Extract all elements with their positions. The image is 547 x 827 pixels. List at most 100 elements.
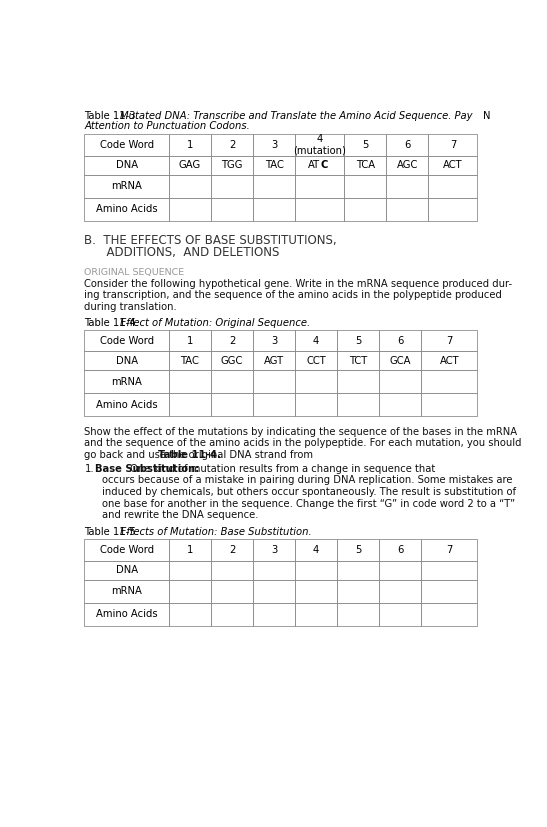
Bar (169, 134, 211, 156)
Text: go back and use the original DNA strand from: go back and use the original DNA strand … (84, 450, 317, 460)
Bar (84, 134, 169, 156)
Bar (211, 156, 253, 175)
Text: 5: 5 (355, 545, 362, 555)
Text: 2: 2 (229, 336, 235, 346)
Text: Code Word: Code Word (100, 336, 154, 346)
Bar (337, 394, 379, 416)
Bar (84, 156, 169, 175)
Bar (84, 603, 169, 625)
Text: Table 11-3.: Table 11-3. (84, 111, 142, 121)
Text: Amino Acids: Amino Acids (96, 204, 158, 214)
Text: and rewrite the DNA sequence.: and rewrite the DNA sequence. (102, 510, 259, 520)
Text: 1: 1 (187, 336, 193, 346)
Text: ORIGINAL SEQUENCE: ORIGINAL SEQUENCE (84, 268, 184, 277)
Text: Code Word: Code Word (100, 140, 154, 150)
Bar (253, 580, 295, 603)
Bar (253, 603, 295, 625)
Bar (169, 370, 211, 394)
Bar (421, 394, 478, 416)
Text: mRNA: mRNA (111, 181, 142, 192)
Bar (211, 539, 253, 561)
Bar (379, 580, 421, 603)
Bar (337, 370, 379, 394)
Text: TGG: TGG (222, 160, 243, 170)
Text: 1.: 1. (84, 464, 94, 474)
Bar (295, 603, 337, 625)
Bar (379, 330, 421, 351)
Bar (337, 580, 379, 603)
Text: Table 11-5.: Table 11-5. (84, 527, 142, 538)
Bar (84, 561, 169, 580)
Bar (211, 561, 253, 580)
Text: GAG: GAG (179, 160, 201, 170)
Bar (386, 134, 428, 156)
Bar (169, 580, 211, 603)
Bar (253, 175, 295, 198)
Text: TAC: TAC (181, 356, 200, 366)
Bar (428, 134, 478, 156)
Text: TCT: TCT (349, 356, 368, 366)
Text: N: N (482, 111, 490, 121)
Bar (421, 351, 478, 370)
Bar (211, 351, 253, 370)
Bar (421, 580, 478, 603)
Text: ing transcription, and the sequence of the amino acids in the polypeptide produc: ing transcription, and the sequence of t… (84, 290, 502, 300)
Bar (211, 603, 253, 625)
Text: Mutated DNA: Transcribe and Translate the Amino Acid Sequence. Pay: Mutated DNA: Transcribe and Translate th… (120, 111, 472, 121)
Bar (84, 330, 169, 351)
Text: DNA: DNA (115, 356, 138, 366)
Bar (169, 351, 211, 370)
Text: 3: 3 (271, 545, 277, 555)
Bar (337, 561, 379, 580)
Bar (428, 175, 478, 198)
Bar (169, 156, 211, 175)
Bar (84, 539, 169, 561)
Text: during translation.: during translation. (84, 302, 177, 312)
Text: 2: 2 (229, 140, 235, 150)
Bar (295, 330, 337, 351)
Text: 7: 7 (450, 140, 456, 150)
Bar (344, 198, 386, 221)
Bar (211, 134, 253, 156)
Bar (84, 394, 169, 416)
Bar (386, 198, 428, 221)
Bar (344, 175, 386, 198)
Text: GCA: GCA (389, 356, 411, 366)
Bar (84, 175, 169, 198)
Text: Table 11-4.: Table 11-4. (158, 450, 221, 460)
Bar (379, 539, 421, 561)
Bar (169, 330, 211, 351)
Bar (211, 198, 253, 221)
Text: 6: 6 (397, 545, 404, 555)
Bar (253, 351, 295, 370)
Text: Code Word: Code Word (100, 545, 154, 555)
Bar (421, 370, 478, 394)
Text: induced by chemicals, but others occur spontaneously. The result is substitution: induced by chemicals, but others occur s… (102, 487, 516, 497)
Text: GGC: GGC (221, 356, 243, 366)
Bar (421, 603, 478, 625)
Text: AGC: AGC (397, 160, 418, 170)
Bar (337, 539, 379, 561)
Text: AGT: AGT (264, 356, 284, 366)
Bar (386, 175, 428, 198)
Bar (84, 580, 169, 603)
Text: CCT: CCT (306, 356, 326, 366)
Text: C: C (320, 160, 328, 170)
Text: AT: AT (307, 160, 319, 170)
Bar (295, 580, 337, 603)
Bar (253, 394, 295, 416)
Text: Attention to Punctuation Codons.: Attention to Punctuation Codons. (84, 121, 250, 131)
Text: Amino Acids: Amino Acids (96, 609, 158, 619)
Bar (211, 394, 253, 416)
Bar (253, 370, 295, 394)
Bar (253, 198, 295, 221)
Text: Base Substitution:: Base Substitution: (95, 464, 199, 474)
Text: 4
(mutation): 4 (mutation) (293, 134, 346, 155)
Text: ADDITIONS,  AND DELETIONS: ADDITIONS, AND DELETIONS (84, 246, 280, 260)
Bar (295, 156, 344, 175)
Bar (211, 330, 253, 351)
Text: 1: 1 (187, 140, 193, 150)
Text: 5: 5 (355, 336, 362, 346)
Bar (295, 351, 337, 370)
Text: Show the effect of the mutations by indicating the sequence of the bases in the : Show the effect of the mutations by indi… (84, 427, 517, 437)
